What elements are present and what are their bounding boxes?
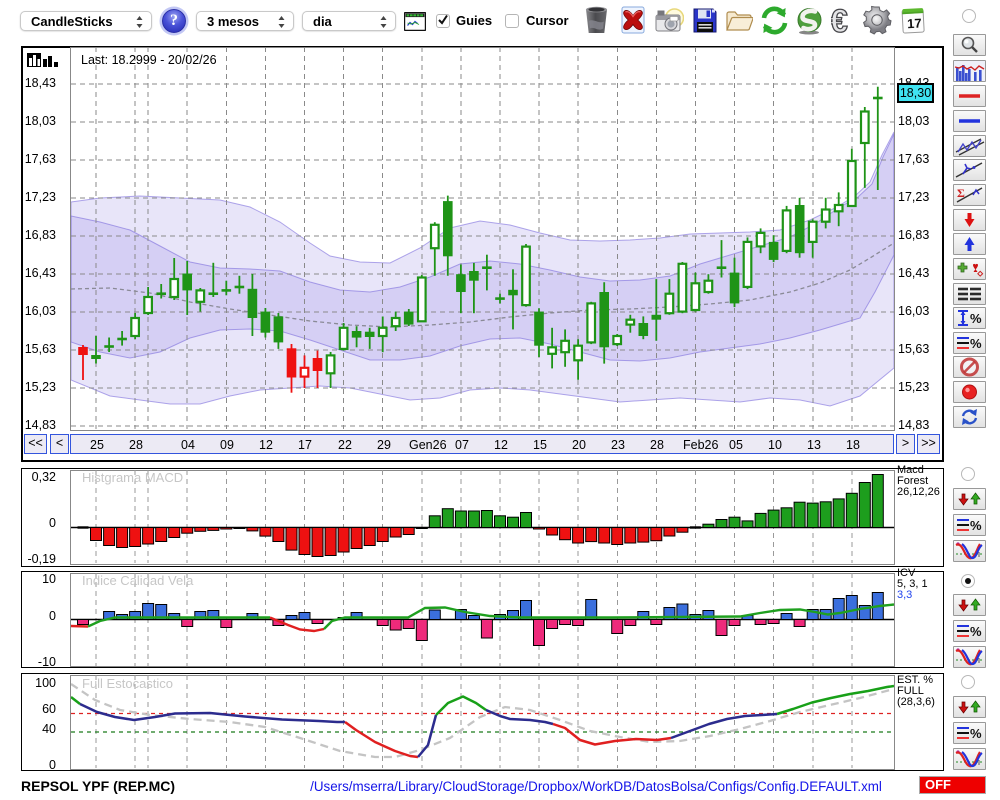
svg-text:€: € bbox=[831, 6, 848, 35]
svg-text:Σ: Σ bbox=[957, 186, 965, 200]
svg-text:17: 17 bbox=[907, 16, 922, 32]
svg-text:%: % bbox=[970, 726, 982, 741]
svg-text:%: % bbox=[970, 518, 982, 533]
svg-text:%: % bbox=[970, 336, 982, 351]
svg-text:%: % bbox=[970, 624, 982, 639]
svg-text:%: % bbox=[970, 311, 982, 326]
